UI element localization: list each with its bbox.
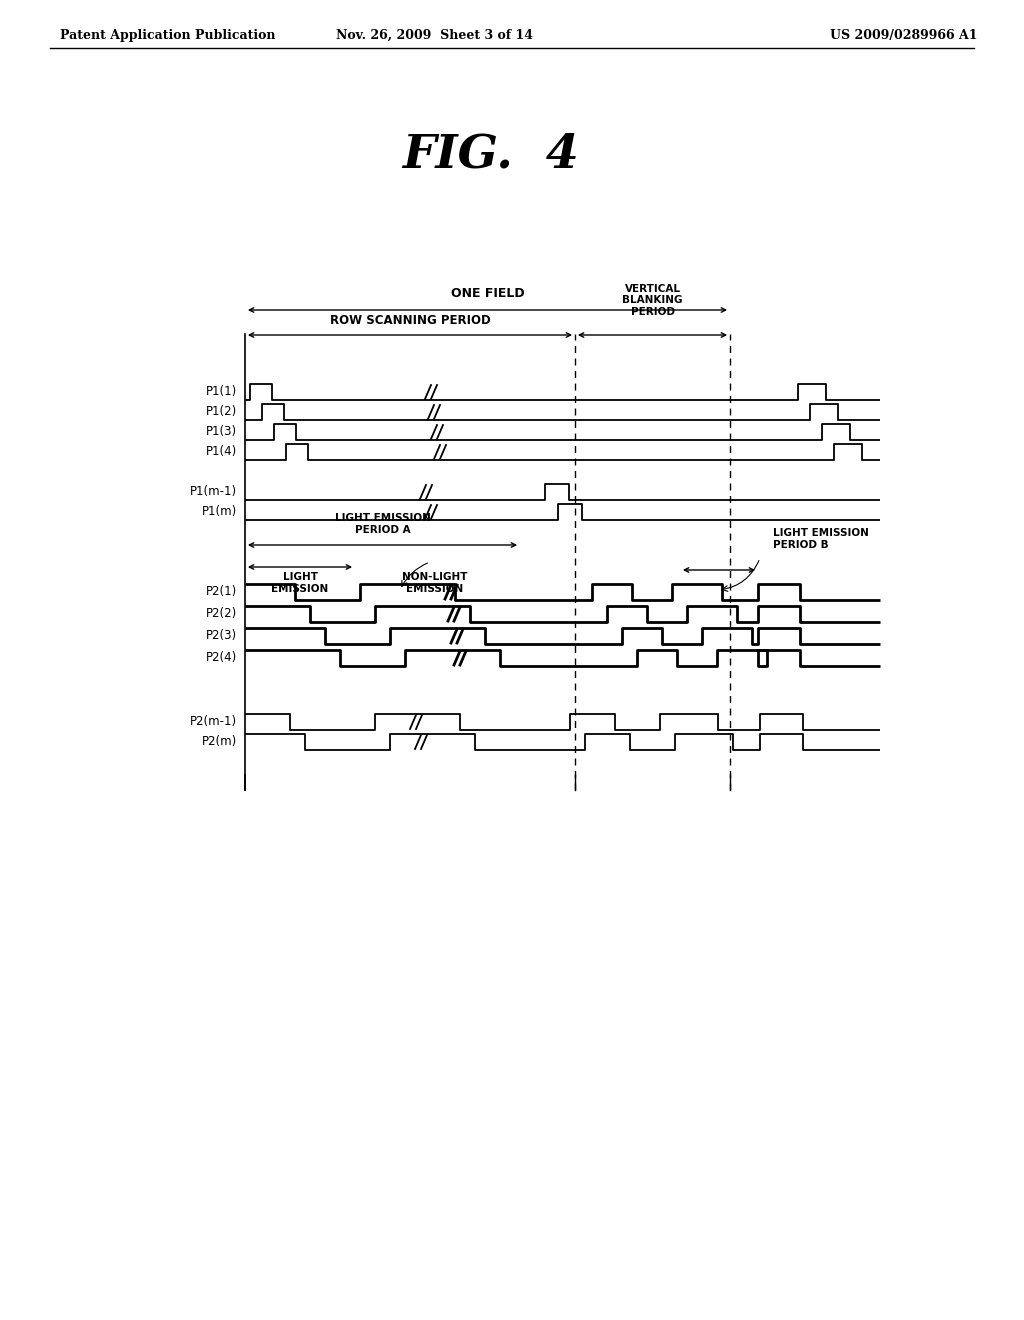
Text: FIG.  4: FIG. 4: [401, 132, 579, 178]
Text: LIGHT
EMISSION: LIGHT EMISSION: [271, 572, 329, 594]
Text: LIGHT EMISSION
PERIOD A: LIGHT EMISSION PERIOD A: [335, 513, 430, 535]
Text: US 2009/0289966 A1: US 2009/0289966 A1: [830, 29, 978, 41]
Text: P1(1): P1(1): [206, 385, 237, 399]
Text: P2(4): P2(4): [206, 652, 237, 664]
Text: P2(1): P2(1): [206, 586, 237, 598]
Text: NON-LIGHT
EMISSION: NON-LIGHT EMISSION: [402, 572, 468, 594]
Text: VERTICAL
BLANKING
PERIOD: VERTICAL BLANKING PERIOD: [623, 284, 683, 317]
Text: P2(m): P2(m): [202, 735, 237, 748]
Text: Patent Application Publication: Patent Application Publication: [60, 29, 275, 41]
Text: P2(2): P2(2): [206, 607, 237, 620]
Text: Nov. 26, 2009  Sheet 3 of 14: Nov. 26, 2009 Sheet 3 of 14: [337, 29, 534, 41]
Text: LIGHT EMISSION
PERIOD B: LIGHT EMISSION PERIOD B: [773, 528, 869, 550]
Text: ROW SCANNING PERIOD: ROW SCANNING PERIOD: [330, 314, 490, 327]
Text: P1(m): P1(m): [202, 506, 237, 519]
Text: P2(3): P2(3): [206, 630, 237, 643]
Text: P2(m-1): P2(m-1): [189, 715, 237, 729]
Text: ONE FIELD: ONE FIELD: [451, 286, 524, 300]
Text: P1(4): P1(4): [206, 446, 237, 458]
Text: P1(2): P1(2): [206, 405, 237, 418]
Text: P1(3): P1(3): [206, 425, 237, 438]
Text: P1(m-1): P1(m-1): [189, 486, 237, 499]
